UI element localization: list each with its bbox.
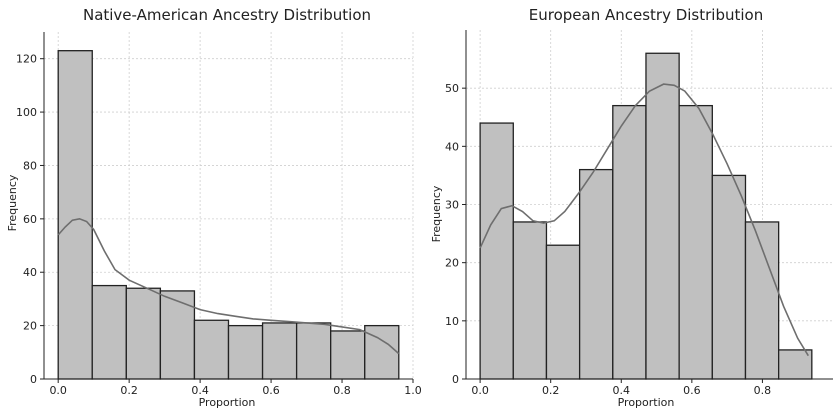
histogram-bar (546, 245, 579, 379)
histogram-bar (160, 291, 194, 379)
histogram-bar (58, 51, 92, 379)
y-tick-label: 0 (452, 373, 459, 386)
x-tick-label: 0.8 (333, 384, 351, 397)
y-tick-label: 20 (445, 257, 459, 270)
histogram-bars (58, 51, 399, 379)
histogram-bar (646, 53, 679, 379)
y-axis-label: Frequency (430, 185, 443, 242)
histogram-bar (513, 222, 546, 379)
y-tick-label: 30 (445, 199, 459, 212)
histogram-bar (194, 320, 228, 379)
y-tick-label: 10 (445, 315, 459, 328)
chart-title: Native-American Ancestry Distribution (83, 6, 371, 24)
y-tick-label: 100 (16, 106, 37, 119)
y-tick-label: 40 (23, 266, 37, 279)
y-tick-labels: 0 20 40 60 80 100 120 (16, 53, 37, 386)
x-tick-label: 0.8 (754, 384, 772, 397)
histogram-bar (263, 323, 297, 379)
y-tick-label: 40 (445, 140, 459, 153)
x-tick-label: 0.2 (542, 384, 560, 397)
chart-european: European Ancestry Distribution 0.0 0.2 0.4… (430, 6, 833, 409)
x-tick-label: 0.0 (471, 384, 489, 397)
y-tick-label: 120 (16, 53, 37, 66)
chart-title: European Ancestry Distribution (529, 6, 763, 24)
histogram-bar (712, 175, 745, 379)
x-tick-label: 1.0 (404, 384, 422, 397)
x-tick-label: 0.2 (120, 384, 138, 397)
x-tick-label: 0.0 (49, 384, 67, 397)
y-tick-label: 0 (30, 373, 37, 386)
y-axis-label: Frequency (6, 174, 19, 231)
histogram-bar (679, 106, 712, 379)
x-axis-label: Proportion (618, 396, 675, 409)
histogram-bar (297, 323, 331, 379)
y-tick-label: 60 (23, 213, 37, 226)
y-tick-label: 50 (445, 82, 459, 95)
y-tick-labels: 0 10 20 30 40 50 (445, 82, 459, 386)
chart-native-american: Native-American Ancestry Distribution 0.… (6, 6, 422, 409)
x-tick-label: 0.6 (683, 384, 701, 397)
figure: Native-American Ancestry Distribution 0.… (0, 0, 839, 416)
y-tick-label: 80 (23, 159, 37, 172)
histogram-bar (745, 222, 778, 379)
x-axis-label: Proportion (199, 396, 256, 409)
histogram-bar (126, 288, 160, 379)
histogram-bar (480, 123, 513, 379)
x-tick-label: 0.6 (262, 384, 280, 397)
histogram-bar (331, 331, 365, 379)
histogram-bar (580, 170, 613, 379)
histogram-bar (613, 106, 646, 379)
histogram-bar (229, 326, 263, 379)
histogram-bar (92, 286, 126, 379)
y-tick-label: 20 (23, 320, 37, 333)
